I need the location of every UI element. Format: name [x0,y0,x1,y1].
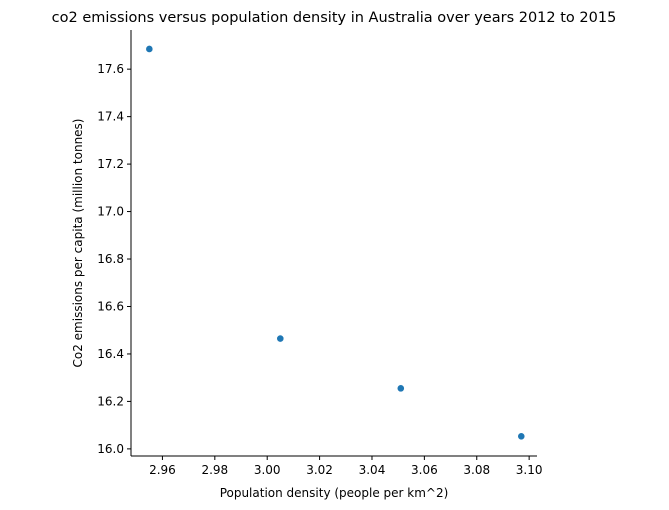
x-tick-label: 3.02 [306,463,333,477]
y-tick-label: 16.0 [97,442,124,456]
x-tick-label: 2.98 [201,463,228,477]
x-tick-label: 2.96 [149,463,176,477]
y-axis-label: Co2 emissions per capita (million tonnes… [71,119,85,368]
data-points [145,45,526,441]
y-tick-label: 17.0 [97,205,124,219]
y-ticks: 16.0 16.2 16.4 16.6 16.8 17.0 17.2 17.4 17.6 [97,62,131,456]
y-tick-label: 16.6 [97,299,124,313]
x-tick-label: 3.10 [516,463,543,477]
x-tick-label: 3.08 [463,463,490,477]
x-tick-label: 3.06 [411,463,438,477]
x-tick-label: 3.00 [254,463,281,477]
data-point [276,334,285,343]
chart-title: co2 emissions versus population density … [52,10,617,26]
y-tick-label: 16.8 [97,252,124,266]
plot-area [130,30,537,457]
x-tick-label: 3.04 [359,463,386,477]
x-axis-label: Population density (people per km^2) [220,486,449,500]
data-point [145,45,154,53]
y-tick-label: 17.2 [97,157,124,171]
data-point [517,432,526,441]
y-tick-label: 16.2 [97,394,124,408]
y-tick-label: 16.4 [97,347,124,361]
y-tick-label: 17.6 [97,62,124,76]
data-point [396,384,405,393]
y-tick-label: 17.4 [97,110,124,124]
x-ticks: 2.96 2.98 3.00 3.02 3.04 3.06 3.08 3.10 [149,456,543,477]
